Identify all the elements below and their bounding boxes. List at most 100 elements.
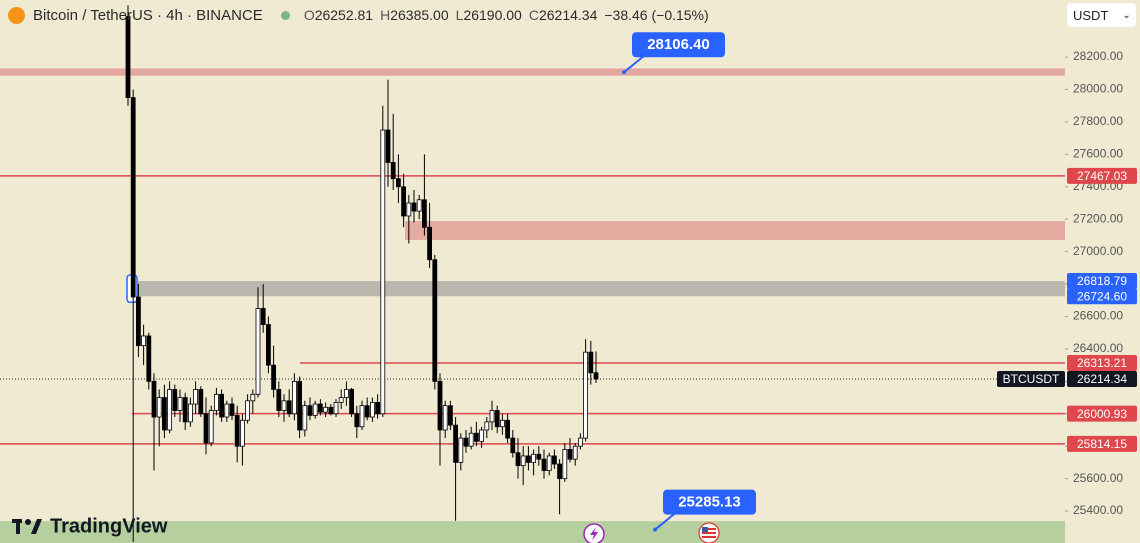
zone [405, 220, 1065, 240]
candle-body [286, 400, 292, 415]
y-tick-label: 26400.00 [1073, 341, 1123, 355]
candle-body [473, 432, 479, 442]
callout-box [663, 489, 756, 515]
candle-body [546, 455, 552, 471]
economic-event-icon[interactable] [698, 522, 720, 543]
y-tick-label: 27800.00 [1073, 114, 1123, 128]
candle-body [312, 403, 318, 416]
candle-body [203, 413, 209, 444]
candle-body [141, 335, 147, 347]
candle-body [245, 400, 251, 421]
candle-body [406, 202, 412, 217]
candle-body [520, 455, 526, 467]
candle-body [239, 419, 245, 447]
ohlc-value: 26252.81 [314, 6, 374, 23]
level-tag: 26313.21 [1077, 356, 1127, 370]
candle-body [416, 199, 422, 212]
candle-body [219, 393, 225, 418]
y-tick-label: 25400.00 [1073, 503, 1123, 517]
candle-body [578, 437, 583, 447]
candle-body [411, 202, 417, 212]
zone-tag: 26724.60 [1077, 289, 1127, 303]
candle-body [354, 413, 360, 428]
candle-body [250, 393, 256, 402]
candle-body [531, 453, 536, 463]
candle-body [333, 402, 339, 415]
candle-body [208, 410, 214, 444]
level-tag: 26000.93 [1077, 407, 1127, 421]
callout-box [632, 32, 725, 58]
level-tag-bg [1067, 167, 1137, 184]
level-tag: 25814.15 [1077, 437, 1127, 451]
candle-body [291, 380, 297, 415]
candle-body [281, 400, 287, 411]
zone-tag-bg [1067, 273, 1137, 290]
brand-name: TradingView [50, 515, 168, 537]
candle-body [479, 429, 485, 442]
candle-body [552, 455, 557, 465]
candle-body [161, 397, 167, 431]
y-tick-label: 28000.00 [1073, 82, 1123, 96]
candle-body [515, 452, 521, 467]
y-tick-label: 27600.00 [1073, 147, 1123, 161]
candle-body [453, 424, 459, 463]
candle-body [265, 324, 271, 366]
zone [130, 281, 1065, 297]
level-tag-bg [1067, 405, 1137, 422]
change: −38.46 (−0.15%) [604, 7, 709, 23]
candle-body [193, 389, 199, 405]
candle-body [276, 389, 282, 411]
candle-body [146, 335, 152, 382]
y-tick-label: 27000.00 [1073, 244, 1123, 258]
candle-body [395, 178, 401, 188]
price-tag-bg [1067, 371, 1137, 388]
coin-icon [8, 6, 25, 24]
candle-body [151, 380, 157, 418]
callout-label: 25285.13 [678, 494, 741, 511]
candle-body [447, 405, 453, 426]
candle-body [167, 389, 173, 431]
candle-body [526, 455, 531, 463]
candle-body [234, 414, 240, 447]
candle-body [271, 364, 277, 390]
price-tag: 26214.34 [1077, 372, 1127, 386]
callout-label: 28106.40 [647, 36, 710, 53]
candle-body [536, 453, 542, 460]
candle-body [229, 403, 235, 416]
level-tag: 27467.03 [1077, 169, 1127, 183]
candle-body [588, 351, 594, 374]
candle-body [432, 259, 438, 382]
candle-body [297, 380, 303, 431]
ohlc-value: 26190.00 [463, 6, 522, 23]
symbol-tag-bg [997, 371, 1065, 388]
candle-body [135, 296, 141, 347]
ohlc: O26252.81 H26385.00 L26190.00 C26214.34 [304, 7, 605, 24]
y-tick-label: 27200.00 [1073, 211, 1123, 225]
candle-body [255, 307, 261, 395]
candle-body [567, 449, 573, 460]
symbol-tag: BTCUSDT [1003, 372, 1060, 386]
zone-tag: 26818.79 [1077, 274, 1127, 288]
y-tick-label: 28200.00 [1073, 49, 1123, 63]
candle-body [385, 129, 391, 163]
price-axis-bg [1065, 0, 1140, 543]
candle-body [364, 405, 370, 418]
brand-logo: TradingView [12, 515, 168, 537]
currency-select[interactable]: USDT ⌄ [1067, 3, 1136, 27]
candle-body [390, 162, 396, 180]
candle-body [458, 437, 464, 463]
ohlc-key: L [455, 6, 464, 23]
event-icon[interactable] [583, 523, 605, 543]
callout-anchor [622, 70, 626, 75]
candle-body [349, 389, 355, 415]
symbol-title: Bitcoin / TetherUS · 4h · BINANCE [33, 6, 263, 24]
candle-body [187, 403, 193, 423]
candle-body [198, 389, 204, 415]
zone [0, 68, 1065, 76]
level-tag-bg [1067, 435, 1137, 452]
candle-body [427, 226, 433, 261]
candle-body [172, 389, 178, 411]
ohlc-key: H [380, 6, 391, 23]
candle-body [380, 129, 386, 415]
